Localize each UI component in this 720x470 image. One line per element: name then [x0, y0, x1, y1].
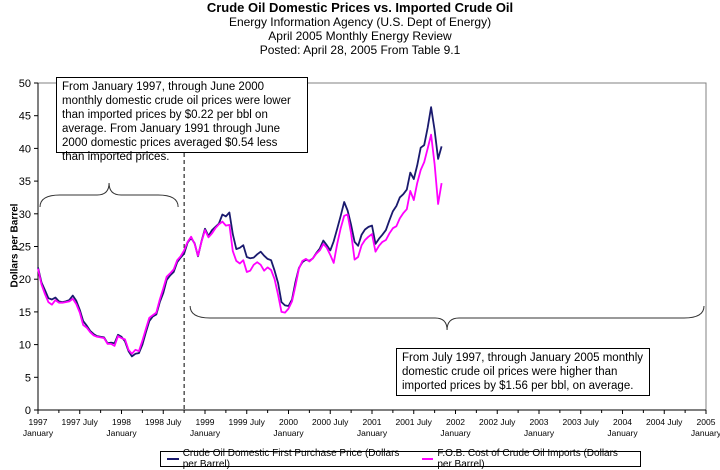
x-tick-label: 2000 July	[312, 417, 349, 427]
x-tick-label-sub: January	[691, 428, 720, 438]
y-tick-label: 5	[25, 372, 31, 384]
x-tick-label: 1997 July	[62, 417, 99, 427]
x-tick-label: 2001 July	[396, 417, 433, 427]
chart-title: Crude Oil Domestic Prices vs. Imported C…	[206, 0, 514, 15]
y-tick-label: 40	[19, 143, 31, 155]
x-tick-label-sub: January	[524, 428, 555, 438]
x-tick-label: 1998	[112, 417, 131, 427]
x-tick-label: 2003 July	[563, 417, 600, 427]
x-tick-label: 1998 July	[145, 417, 182, 427]
chart-titles: Crude Oil Domestic Prices vs. Imported C…	[0, 0, 720, 58]
y-tick-label: 25	[19, 242, 31, 254]
legend-item-imports: F.O.B. Cost of Crude Oil Imports (Dollar…	[421, 448, 630, 470]
y-tick-label: 30	[19, 209, 31, 221]
x-tick-label-sub: January	[23, 428, 54, 438]
legend-label-domestic: Crude Oil Domestic First Purchase Price …	[182, 448, 400, 470]
x-tick-label: 1999 July	[229, 417, 266, 427]
legend-swatch-imports	[421, 458, 434, 460]
legend-item-domestic: Crude Oil Domestic First Purchase Price …	[167, 448, 406, 470]
x-tick-label: 2003	[530, 417, 549, 427]
y-tick-label: 20	[19, 274, 31, 286]
x-tick-label-sub: January	[607, 428, 638, 438]
x-tick-label-sub: January	[190, 428, 221, 438]
x-tick-label: 1999	[196, 417, 215, 427]
y-tick-label: 10	[19, 340, 31, 352]
chart-subtitle-3: Posted: April 28, 2005 From Table 9.1	[259, 43, 461, 57]
y-tick-label: 15	[19, 307, 31, 319]
x-tick-label: 2001	[363, 417, 382, 427]
x-tick-label: 2004	[613, 417, 632, 427]
x-tick-label: 2005	[697, 417, 716, 427]
x-tick-label-sub: January	[106, 428, 137, 438]
x-tick-label-sub: January	[273, 428, 304, 438]
x-tick-label-sub: January	[440, 428, 471, 438]
chart-subtitle-1: Energy Information Agency (U.S. Dept of …	[228, 15, 492, 29]
chart-subtitle-2: April 2005 Monthly Energy Review	[268, 29, 452, 43]
annotation-after-2000: From July 1997, through January 2005 mon…	[396, 348, 650, 396]
legend: Crude Oil Domestic First Purchase Price …	[160, 448, 641, 470]
x-tick-label-sub: January	[357, 428, 388, 438]
x-tick-label: 1997	[29, 417, 48, 427]
legend-swatch-domestic	[167, 458, 179, 460]
x-tick-label: 2002 July	[479, 417, 516, 427]
brace-after-2000	[189, 305, 705, 331]
annotation-before-2000: From January 1997, through June 2000 mon…	[56, 77, 308, 163]
y-tick-label: 35	[19, 176, 31, 188]
brace-before-2000	[39, 182, 179, 208]
x-tick-label: 2002	[446, 417, 465, 427]
x-tick-label: 2000	[279, 417, 298, 427]
y-tick-label: 50	[19, 78, 31, 90]
y-tick-label: 0	[25, 405, 31, 417]
series-imports-line	[37, 133, 443, 355]
x-tick-label: 2004 July	[646, 417, 683, 427]
legend-label-imports: F.O.B. Cost of Crude Oil Imports (Dollar…	[437, 448, 618, 470]
y-tick-label: 45	[19, 111, 31, 123]
